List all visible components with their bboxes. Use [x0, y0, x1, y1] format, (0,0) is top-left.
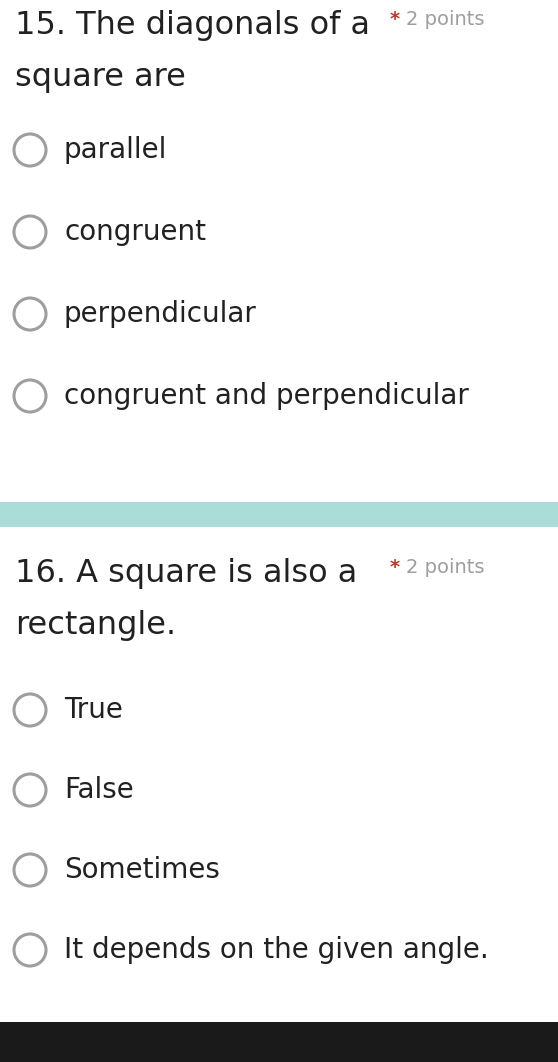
Text: True: True: [64, 696, 123, 724]
Text: 16. A square is also a: 16. A square is also a: [15, 558, 357, 589]
Text: Sometimes: Sometimes: [64, 856, 220, 884]
Text: *: *: [390, 558, 407, 577]
Bar: [0, 1022, 558, 1062]
Text: 2 points: 2 points: [406, 10, 484, 29]
Text: 15. The diagonals of a: 15. The diagonals of a: [15, 10, 370, 41]
Text: congruent: congruent: [64, 218, 206, 246]
Text: square are: square are: [15, 62, 186, 93]
Text: False: False: [64, 776, 134, 804]
Text: It depends on the given angle.: It depends on the given angle.: [64, 936, 489, 964]
Text: parallel: parallel: [64, 136, 167, 164]
Text: rectangle.: rectangle.: [15, 610, 176, 641]
Text: 2 points: 2 points: [406, 558, 484, 577]
Text: perpendicular: perpendicular: [64, 299, 257, 328]
Bar: [0, 502, 558, 527]
Text: congruent and perpendicular: congruent and perpendicular: [64, 382, 469, 410]
Text: *: *: [390, 10, 407, 29]
